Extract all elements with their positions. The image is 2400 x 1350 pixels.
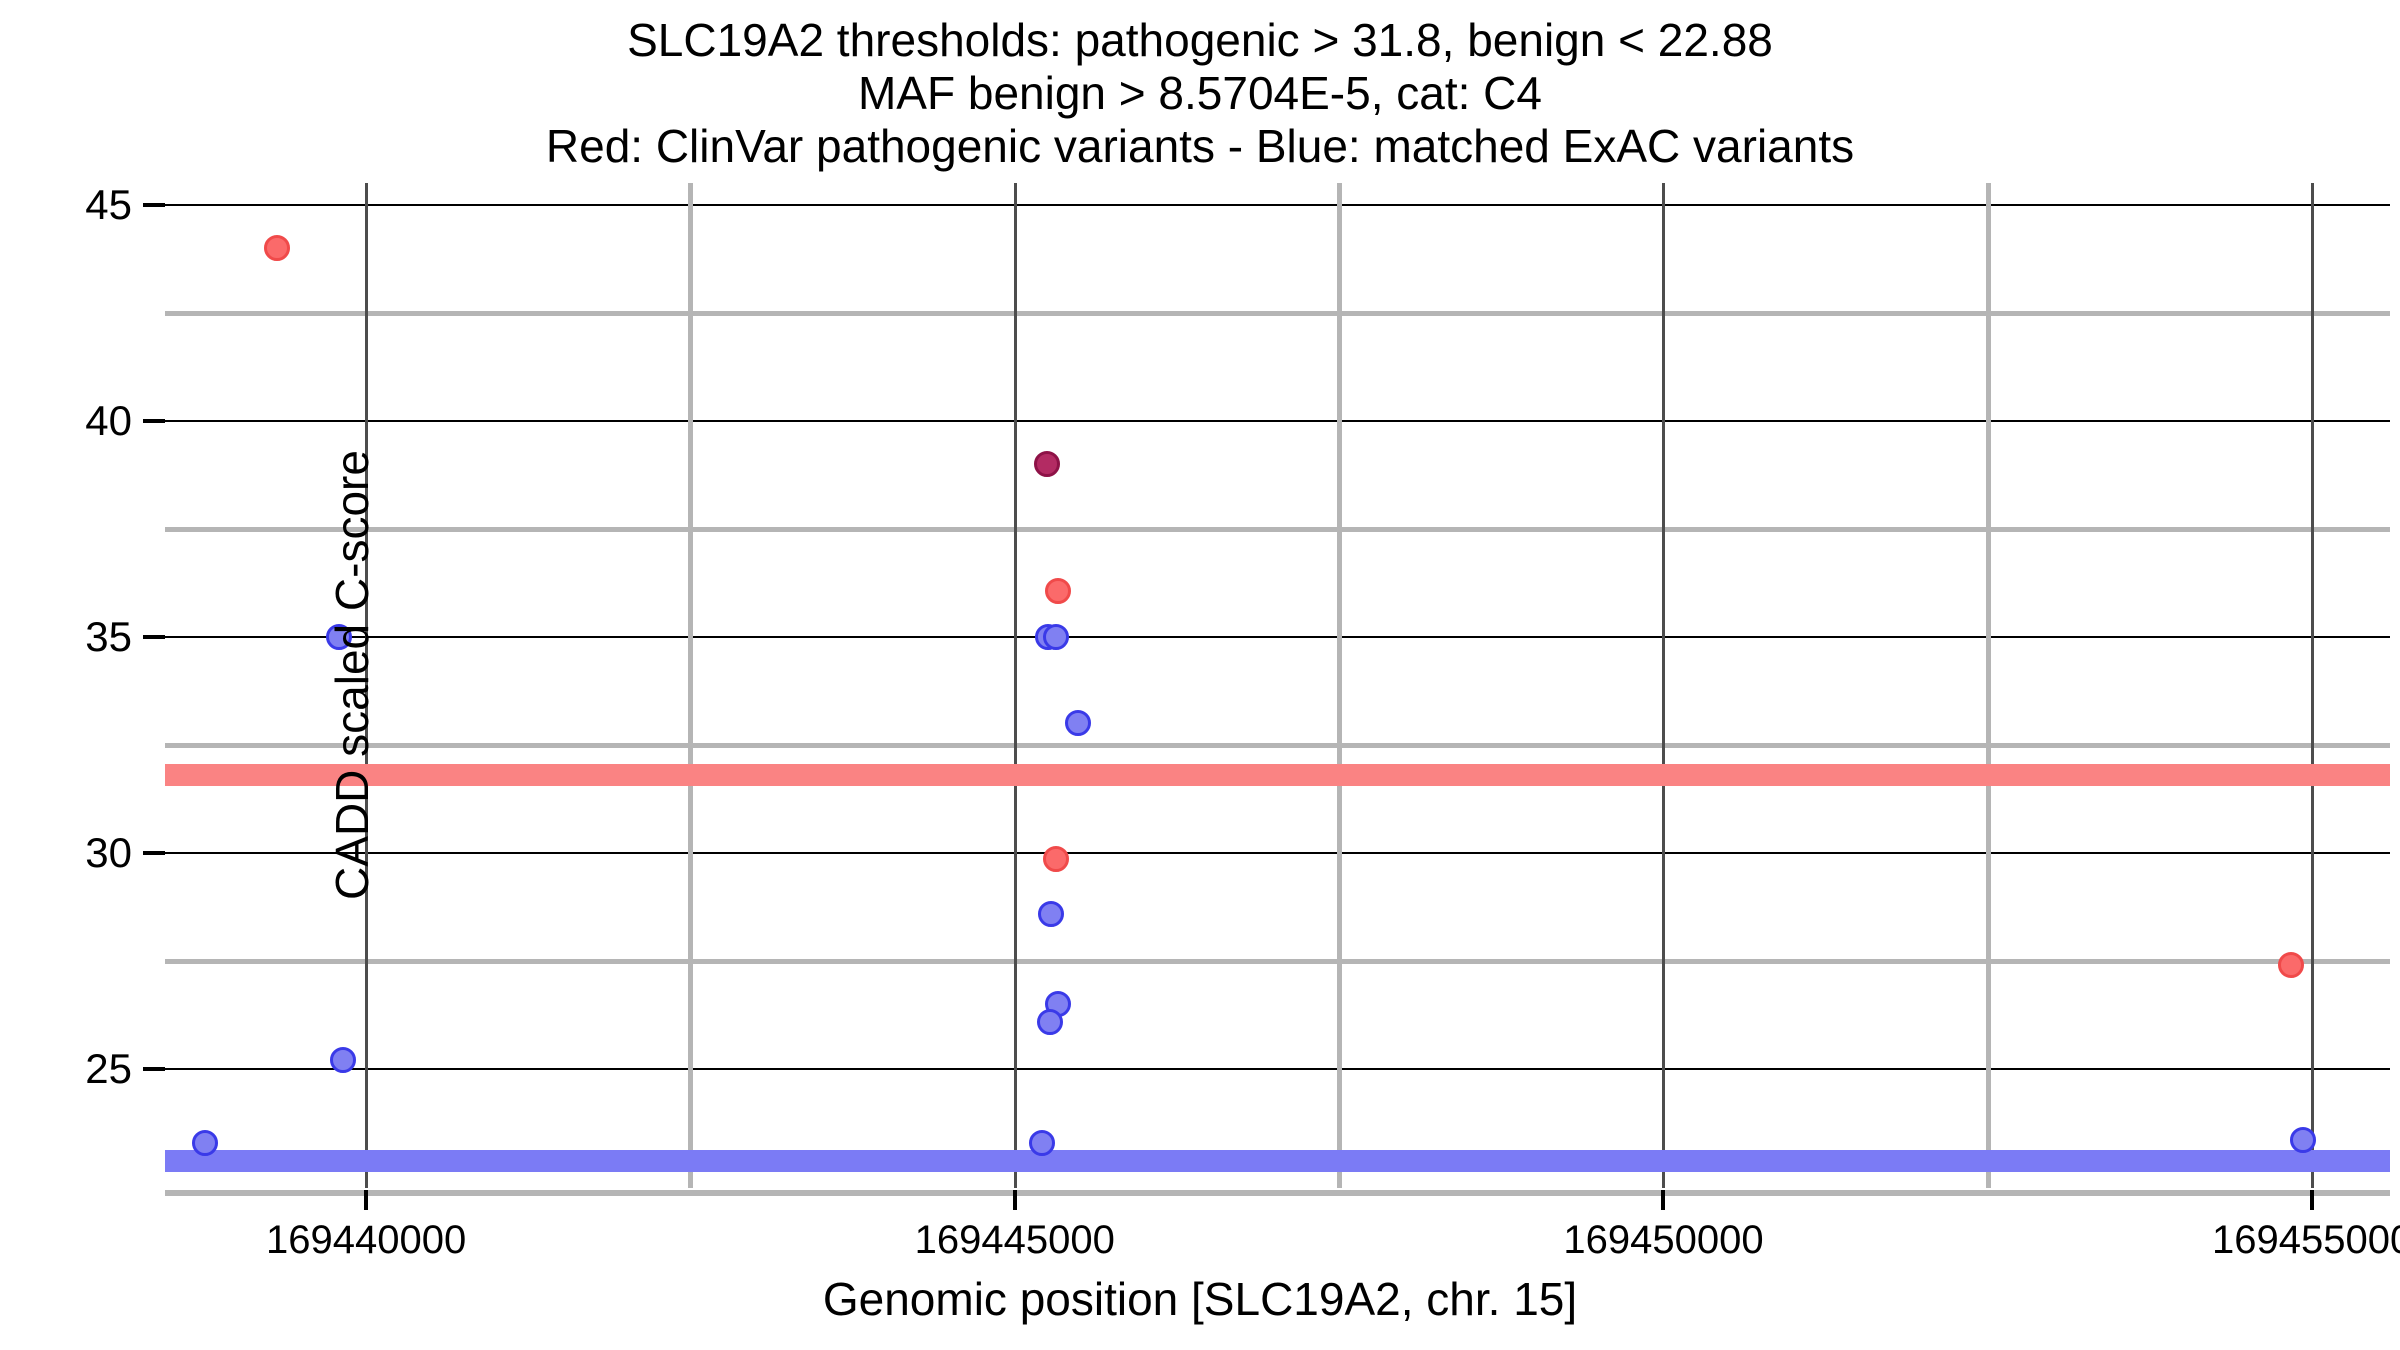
gridline-minor-y xyxy=(165,742,2390,748)
threshold-band-benign xyxy=(165,1149,2390,1172)
gridline-major-x xyxy=(1662,183,1666,1188)
data-point xyxy=(325,623,352,650)
data-point xyxy=(263,234,290,261)
chart-title-line-2: MAF benign > 8.5704E-5, cat: C4 xyxy=(857,67,1542,119)
gridline-minor-y xyxy=(165,526,2390,532)
y-tick xyxy=(143,851,165,855)
y-tick-label: 35 xyxy=(85,612,132,660)
y-tick-label: 40 xyxy=(85,396,132,444)
data-point xyxy=(2278,952,2305,979)
y-tick xyxy=(143,202,165,207)
gridline-minor-x xyxy=(1985,183,1991,1188)
data-point xyxy=(1065,710,1092,737)
gridline-minor-y xyxy=(165,959,2390,965)
x-tick-label: 169445000 xyxy=(914,1218,1115,1262)
data-point xyxy=(2290,1127,2317,1154)
gridline-major-y xyxy=(165,419,2390,422)
y-tick-label: 25 xyxy=(85,1045,132,1093)
chart-title-line-3: Red: ClinVar pathogenic variants - Blue:… xyxy=(545,120,1855,172)
gridline-major-y xyxy=(165,635,2390,638)
data-point xyxy=(1038,900,1065,927)
x-axis-label: Genomic position [SLC19A2, chr. 15] xyxy=(822,1273,1578,1325)
gridline-minor-x xyxy=(688,183,694,1188)
gridline-major-y xyxy=(165,1068,2390,1071)
gridline-major-x xyxy=(1013,183,1017,1188)
x-axis-line xyxy=(165,1190,2390,1196)
x-tick xyxy=(364,1190,369,1210)
data-point xyxy=(1044,578,1071,605)
y-axis-label: CADD scaled C-score xyxy=(326,450,378,900)
x-tick xyxy=(2310,1190,2315,1210)
y-tick xyxy=(143,634,165,639)
x-tick-label: 169440000 xyxy=(265,1218,467,1262)
x-tick-label: 169450000 xyxy=(1563,1218,1764,1262)
x-tick xyxy=(1012,1190,1017,1210)
gridline-major-x xyxy=(2311,183,2315,1188)
data-point xyxy=(1043,623,1070,650)
data-point xyxy=(329,1047,356,1074)
plot-area xyxy=(165,183,2390,1188)
y-tick-label: 45 xyxy=(85,180,132,228)
data-point xyxy=(1043,846,1070,873)
data-point xyxy=(1029,1129,1056,1156)
x-tick xyxy=(1661,1190,1666,1210)
threshold-band-pathogenic xyxy=(165,764,2390,787)
data-point xyxy=(192,1129,219,1156)
gridline-major-x xyxy=(365,183,369,1188)
x-tick-label: 169455000 xyxy=(2212,1218,2400,1262)
data-point xyxy=(1034,450,1061,477)
y-tick xyxy=(143,418,165,423)
gridline-minor-y xyxy=(165,310,2390,316)
gridline-major-y xyxy=(165,203,2390,206)
y-axis-label-wrapper: CADD scaled C-score xyxy=(0,0,378,1350)
gridline-major-y xyxy=(165,852,2390,854)
chart-title: SLC19A2 thresholds: pathogenic > 31.8, b… xyxy=(0,14,2400,173)
chart-title-line-1: SLC19A2 thresholds: pathogenic > 31.8, b… xyxy=(627,14,1773,66)
data-point xyxy=(1037,1008,1064,1035)
y-tick-label: 30 xyxy=(85,829,132,876)
gridline-minor-x xyxy=(1337,183,1343,1188)
y-tick xyxy=(143,1067,165,1072)
